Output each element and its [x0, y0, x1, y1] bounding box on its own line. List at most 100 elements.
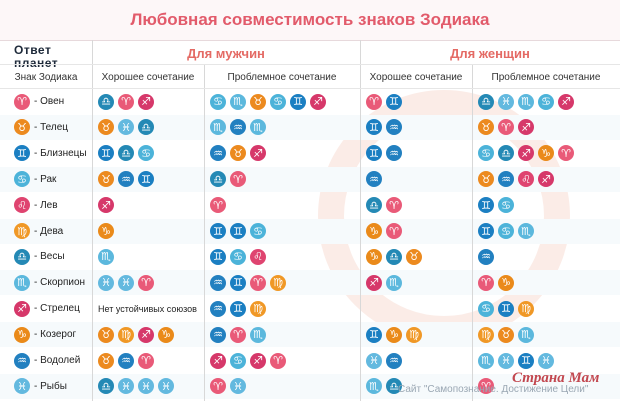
zodiac-icon: ♍: [270, 274, 286, 291]
women-bad-cell: ♊ ♋: [478, 193, 514, 218]
men-good-cell: ♎ ♈ ♐: [98, 89, 154, 114]
zodiac-icon: ♊: [230, 274, 246, 291]
zodiac-icon: ♐: [210, 352, 226, 369]
zodiac-icon: ♐: [138, 326, 154, 343]
divider: [204, 64, 205, 401]
men-good-cell: ♉ ♓ ♎: [98, 115, 154, 140]
men-bad-cell: ♏ ♒ ♏: [210, 115, 266, 140]
zodiac-icon: ♉: [498, 326, 514, 343]
zodiac-icon: ♊: [366, 119, 382, 136]
zodiac-icon: ♋: [478, 145, 494, 162]
women-good-cell: ♈ ♊: [366, 89, 402, 114]
men-bad-header: Проблемное сочетание: [227, 71, 337, 83]
zodiac-icon: ♏: [14, 274, 30, 291]
zodiac-icon: ♏: [386, 274, 402, 291]
zodiac-icon: ♊: [138, 171, 154, 188]
divider: [472, 64, 473, 401]
zodiac-icon: ♑: [366, 248, 382, 265]
men-bad-cell: ♋ ♏ ♉ ♋ ♊ ♐: [210, 89, 326, 114]
zodiac-icon: ♊: [478, 223, 494, 239]
zodiac-icon: ♏: [210, 119, 226, 136]
men-good-cell: ♐: [98, 193, 114, 218]
zodiac-icon: ♒: [118, 171, 134, 188]
site-watermark: Сайт "Самопознание. Достижение Цели": [398, 384, 589, 395]
sign-cell: ♑ - Козерог: [14, 322, 76, 347]
women-good-cell: ♊ ♒: [366, 115, 402, 140]
men-bad-cell: ♐ ♋ ♐ ♈: [210, 348, 286, 373]
zodiac-icon: ♊: [366, 326, 382, 343]
logo-line1: Ответ: [14, 43, 52, 57]
zodiac-icon: ♎: [366, 197, 382, 214]
zodiac-icon: ♒: [230, 119, 246, 136]
zodiac-icon: ♋: [498, 197, 514, 214]
zodiac-icon: ♊: [210, 248, 226, 265]
zodiac-icon: ♐: [518, 119, 534, 136]
zodiac-icon: ♍: [14, 223, 30, 239]
zodiac-icon: ♑: [366, 223, 382, 239]
zodiac-icon: ♈: [230, 171, 246, 188]
zodiac-icon: ♍: [406, 326, 422, 343]
zodiac-icon: ♋: [210, 93, 226, 110]
men-good-cell: ♊ ♎ ♋: [98, 141, 154, 166]
zodiac-icon: ♒: [210, 300, 226, 317]
divider: [0, 88, 620, 89]
zodiac-icon: ♒: [386, 145, 402, 162]
zodiac-icon: ♐: [250, 352, 266, 369]
zodiac-icon: ♊: [478, 197, 494, 214]
table-row: ♏ - Скорпион ♓ ♓ ♈ ♒ ♊ ♈ ♍ ♐ ♏ ♈ ♑: [0, 270, 620, 296]
table-row: ♑ - Козерог ♉ ♍ ♐ ♑ ♒ ♈ ♏ ♊ ♑ ♍ ♍ ♉ ♏: [0, 322, 620, 348]
women-good-header: Хорошее сочетание: [369, 71, 463, 83]
zodiac-icon: ♓: [230, 378, 246, 395]
zodiac-icon: ♓: [118, 378, 134, 395]
zodiac-icon: ♎: [98, 378, 114, 395]
sign-label: - Рыбы: [34, 380, 67, 392]
zodiac-icon: ♐: [250, 145, 266, 162]
women-bad-cell: ♈ ♑: [478, 270, 514, 295]
sign-cell: ♈ - Овен: [14, 89, 64, 114]
zodiac-icon: ♊: [230, 300, 246, 317]
men-good-cell: ♉ ♒ ♈: [98, 348, 154, 373]
sign-label: - Близнецы: [34, 147, 87, 159]
table-row: ♎ - Весы ♏ ♊ ♋ ♌ ♑ ♎ ♉ ♒: [0, 244, 620, 269]
women-bad-cell: ♍ ♉ ♏: [478, 322, 534, 347]
zodiac-icon: ♉: [230, 145, 246, 162]
divider: [360, 40, 361, 401]
zodiac-icon: ♋: [230, 352, 246, 369]
zodiac-icon: ♊: [518, 352, 534, 369]
sign-label: - Водолей: [34, 355, 81, 366]
zodiac-icon: ♐: [366, 274, 382, 291]
zodiac-icon: ♎: [138, 119, 154, 136]
men-bad-cell: ♊ ♋ ♌: [210, 244, 266, 269]
women-bad-cell: ♋ ♎ ♐ ♑ ♈: [478, 141, 574, 166]
logo-line2: планет: [14, 56, 59, 70]
zodiac-icon: ♎: [478, 93, 494, 110]
no-stable-unions-text: Нет устойчивых союзов: [98, 303, 197, 314]
zodiac-icon: ♈: [386, 197, 402, 214]
zodiac-icon: ♑: [498, 274, 514, 291]
women-good-cell: ♑ ♎ ♉: [366, 244, 422, 269]
zodiac-icon: ♏: [518, 223, 534, 239]
men-good-cell: ♉ ♒ ♊: [98, 167, 154, 192]
zodiac-icon: ♑: [158, 326, 174, 343]
zodiac-icon: ♉: [250, 93, 266, 110]
zodiac-icon: ♍: [518, 300, 534, 317]
men-good-cell: ♑: [98, 219, 114, 244]
zodiac-icon: ♒: [210, 274, 226, 291]
zodiac-icon: ♉: [14, 119, 30, 136]
sign-label: - Телец: [34, 121, 69, 133]
women-bad-cell: ♒: [478, 244, 494, 269]
women-bad-cell: ♊ ♋ ♏: [478, 219, 534, 244]
zodiac-icon: ♈: [250, 274, 266, 291]
zodiac-icon: ♓: [366, 352, 382, 369]
men-bad-cell: ♎ ♈: [210, 167, 246, 192]
women-bad-cell: ♉ ♈ ♐: [478, 115, 534, 140]
zodiac-icon: ♈: [230, 326, 246, 343]
zodiac-icon: ♈: [478, 274, 494, 291]
sign-label: - Стрелец: [34, 303, 80, 315]
zodiac-icon: ♏: [366, 378, 382, 395]
zodiac-icon: ♎: [498, 145, 514, 162]
table-row: ♉ - Телец ♉ ♓ ♎ ♏ ♒ ♏ ♊ ♒ ♉ ♈ ♐: [0, 114, 620, 140]
zodiac-icon: ♐: [558, 93, 574, 110]
zodiac-icon: ♊: [366, 145, 382, 162]
zodiac-icon: ♉: [478, 119, 494, 136]
